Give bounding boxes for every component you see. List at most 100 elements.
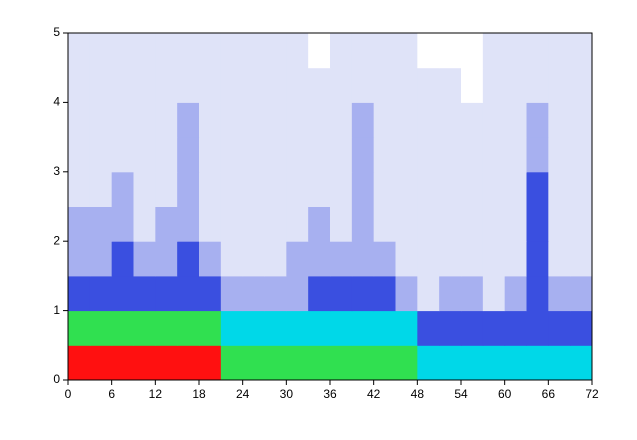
x-tick-label: 54 bbox=[454, 387, 468, 401]
x-tick-label: 30 bbox=[280, 387, 294, 401]
heatmap-cell bbox=[351, 102, 375, 138]
heatmap-cell bbox=[482, 206, 506, 242]
heatmap-cell bbox=[504, 137, 527, 173]
heatmap-cell bbox=[308, 310, 331, 346]
heatmap-cell bbox=[461, 275, 484, 312]
heatmap-cell bbox=[111, 33, 134, 69]
heatmap-cell bbox=[68, 102, 91, 138]
heatmap-cell bbox=[199, 33, 222, 69]
x-tick-label: 12 bbox=[149, 387, 163, 401]
heatmap-cell bbox=[351, 275, 375, 312]
heatmap-cell bbox=[286, 137, 309, 173]
heatmap-cell bbox=[155, 241, 178, 277]
heatmap-cell bbox=[111, 171, 134, 207]
heatmap-cell bbox=[548, 137, 571, 173]
y-tick-label: 5 bbox=[53, 25, 60, 39]
heatmap-cell bbox=[68, 137, 91, 173]
heatmap-cell bbox=[111, 67, 134, 103]
heatmap-cell bbox=[286, 102, 309, 138]
heatmap-cell bbox=[177, 206, 200, 242]
heatmap-cell bbox=[548, 102, 571, 138]
heatmap-cell bbox=[264, 310, 287, 346]
heatmap-cell bbox=[133, 345, 156, 381]
heatmap-cell bbox=[439, 241, 462, 277]
heatmap-cell bbox=[395, 241, 418, 277]
heatmap-cell bbox=[242, 33, 265, 69]
heatmap-cell bbox=[177, 137, 200, 173]
heatmap-cell bbox=[548, 206, 571, 242]
heatmap-cell bbox=[199, 137, 222, 173]
heatmap-cell bbox=[351, 33, 375, 69]
heatmap-cell bbox=[526, 171, 549, 207]
heatmap-cell bbox=[199, 275, 222, 312]
heatmap-cell bbox=[155, 102, 178, 138]
heatmap-cell bbox=[111, 275, 134, 312]
heatmap-cell bbox=[68, 67, 91, 103]
heatmap-cell bbox=[548, 275, 571, 312]
heatmap-cell bbox=[242, 310, 265, 346]
heatmap-cell bbox=[220, 310, 244, 346]
heatmap-cell bbox=[461, 310, 484, 346]
heatmap-cell bbox=[89, 241, 113, 277]
heatmap-cell bbox=[373, 33, 396, 69]
heatmap-cell bbox=[570, 137, 593, 173]
heatmap-cell bbox=[417, 310, 440, 346]
heatmap-cell bbox=[89, 171, 113, 207]
heatmap-cell bbox=[526, 275, 549, 312]
x-tick-label: 18 bbox=[192, 387, 206, 401]
x-tick-label: 24 bbox=[236, 387, 250, 401]
heatmap-cell bbox=[395, 67, 418, 103]
y-tick-label: 2 bbox=[53, 233, 60, 247]
heatmap-cell bbox=[526, 102, 549, 138]
heatmap-cell bbox=[308, 171, 331, 207]
heatmap-cell bbox=[286, 206, 309, 242]
heatmap-cell bbox=[526, 206, 549, 242]
heatmap-cell bbox=[417, 67, 440, 103]
heatmap-cell bbox=[177, 102, 200, 138]
heatmap-cell bbox=[504, 310, 527, 346]
heatmap-cell bbox=[461, 241, 484, 277]
heatmap-cell bbox=[264, 171, 287, 207]
heatmap-cell bbox=[330, 137, 353, 173]
heatmap-cell bbox=[373, 67, 396, 103]
heatmap-cell bbox=[111, 345, 134, 381]
heatmap-cell bbox=[111, 241, 134, 277]
heatmap-cell bbox=[220, 345, 244, 381]
heatmap-cell bbox=[461, 206, 484, 242]
heatmap-cell bbox=[220, 275, 244, 312]
heatmap-cell bbox=[111, 310, 134, 346]
heatmap-cell bbox=[242, 206, 265, 242]
heatmap-cell bbox=[264, 206, 287, 242]
heatmap-cell bbox=[308, 345, 331, 381]
heatmap-cell bbox=[417, 137, 440, 173]
heatmap-cell bbox=[286, 171, 309, 207]
heatmap-cell bbox=[504, 102, 527, 138]
heatmap-cell bbox=[133, 275, 156, 312]
heatmap-cell bbox=[133, 241, 156, 277]
heatmap-cell bbox=[242, 171, 265, 207]
x-tick-label: 72 bbox=[585, 387, 599, 401]
heatmap-cell bbox=[155, 137, 178, 173]
heatmap-cell bbox=[220, 241, 244, 277]
heatmap-cell bbox=[308, 241, 331, 277]
x-tick-label: 0 bbox=[65, 387, 72, 401]
heatmap-cell bbox=[439, 33, 462, 69]
heatmap-cell bbox=[264, 102, 287, 138]
heatmap-cell bbox=[220, 33, 244, 69]
heatmap-cell bbox=[417, 206, 440, 242]
heatmap-cell bbox=[68, 33, 91, 69]
heatmap-cell bbox=[461, 67, 484, 103]
heatmap-cell bbox=[482, 102, 506, 138]
heatmap-cell bbox=[417, 241, 440, 277]
heatmap-cell bbox=[351, 345, 375, 381]
heatmap-cell bbox=[199, 171, 222, 207]
heatmap-cell bbox=[439, 345, 462, 381]
heatmap-cell bbox=[133, 137, 156, 173]
heatmap-cell bbox=[177, 310, 200, 346]
heatmap-cell bbox=[199, 102, 222, 138]
heatmap-cell bbox=[308, 137, 331, 173]
heatmap-cell bbox=[351, 310, 375, 346]
heatmap-cell bbox=[308, 67, 331, 103]
